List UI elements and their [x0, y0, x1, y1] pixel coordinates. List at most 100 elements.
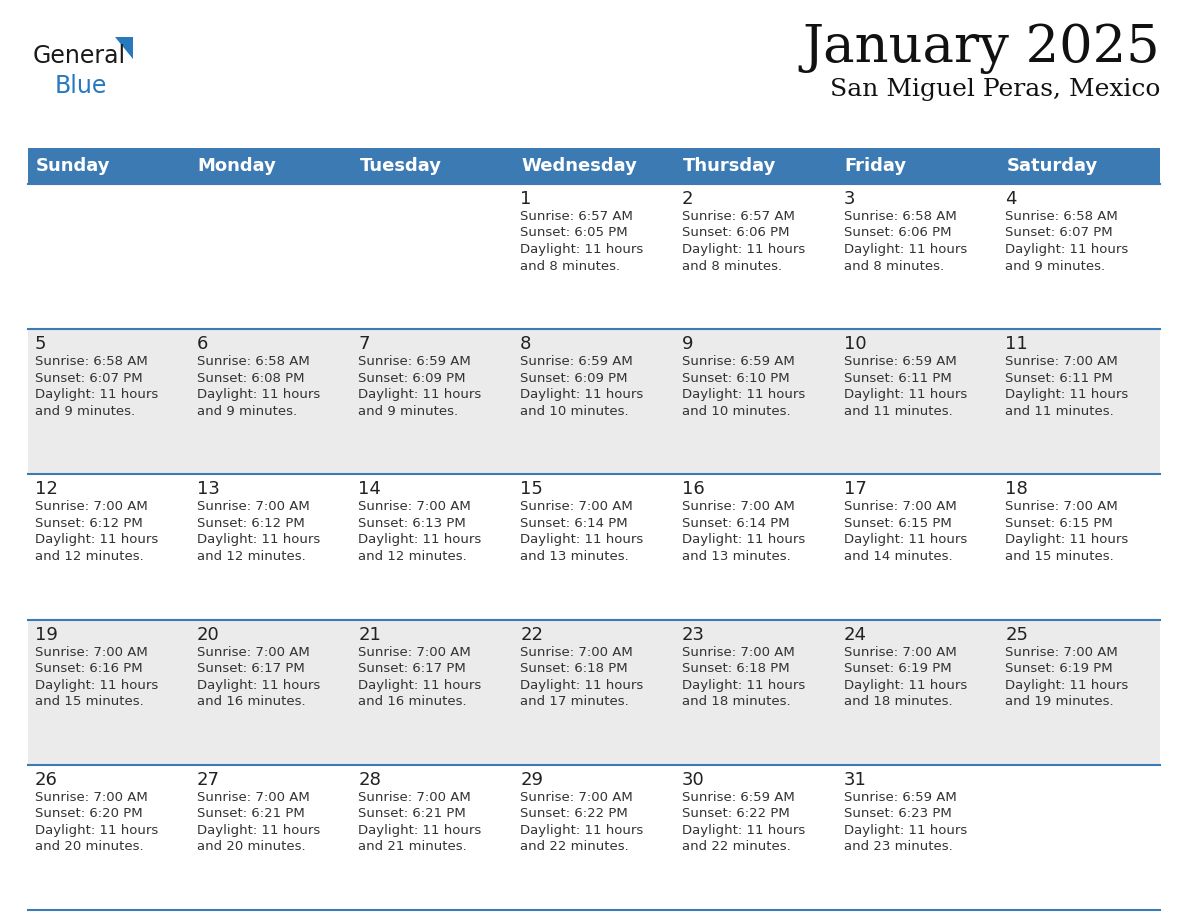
Bar [29, 620, 1159, 765]
Text: 27: 27 [197, 771, 220, 789]
Text: Sunset: 6:21 PM: Sunset: 6:21 PM [359, 807, 466, 821]
Text: Daylight: 11 hours: Daylight: 11 hours [359, 388, 481, 401]
Text: and 22 minutes.: and 22 minutes. [682, 840, 790, 854]
Text: Tuesday: Tuesday [360, 157, 442, 175]
Text: Sunrise: 6:57 AM: Sunrise: 6:57 AM [520, 210, 633, 223]
Text: Daylight: 11 hours: Daylight: 11 hours [359, 823, 481, 837]
Text: and 12 minutes.: and 12 minutes. [197, 550, 305, 563]
Text: Sunrise: 6:59 AM: Sunrise: 6:59 AM [359, 355, 472, 368]
Text: and 20 minutes.: and 20 minutes. [197, 840, 305, 854]
Text: Daylight: 11 hours: Daylight: 11 hours [843, 533, 967, 546]
Text: Blue: Blue [55, 74, 107, 98]
Text: and 13 minutes.: and 13 minutes. [682, 550, 790, 563]
Text: Daylight: 11 hours: Daylight: 11 hours [1005, 533, 1129, 546]
Text: 7: 7 [359, 335, 369, 353]
Text: Sunrise: 7:00 AM: Sunrise: 7:00 AM [843, 645, 956, 658]
Text: and 11 minutes.: and 11 minutes. [1005, 405, 1114, 418]
Text: Daylight: 11 hours: Daylight: 11 hours [682, 388, 805, 401]
Text: Daylight: 11 hours: Daylight: 11 hours [197, 388, 320, 401]
Text: Sunset: 6:18 PM: Sunset: 6:18 PM [520, 662, 627, 675]
Text: Daylight: 11 hours: Daylight: 11 hours [520, 823, 644, 837]
Text: Daylight: 11 hours: Daylight: 11 hours [843, 243, 967, 256]
Text: Sunset: 6:13 PM: Sunset: 6:13 PM [359, 517, 466, 530]
Text: Daylight: 11 hours: Daylight: 11 hours [34, 533, 158, 546]
Text: and 15 minutes.: and 15 minutes. [34, 695, 144, 708]
Text: Sunrise: 6:59 AM: Sunrise: 6:59 AM [843, 355, 956, 368]
Text: 28: 28 [359, 771, 381, 789]
Bar [29, 148, 1159, 184]
Text: and 12 minutes.: and 12 minutes. [359, 550, 467, 563]
Text: and 8 minutes.: and 8 minutes. [520, 260, 620, 273]
Text: 20: 20 [197, 625, 220, 644]
Text: Daylight: 11 hours: Daylight: 11 hours [1005, 243, 1129, 256]
Text: and 22 minutes.: and 22 minutes. [520, 840, 628, 854]
Text: Sunrise: 6:59 AM: Sunrise: 6:59 AM [682, 355, 795, 368]
Text: and 14 minutes.: and 14 minutes. [843, 550, 953, 563]
Text: Sunset: 6:21 PM: Sunset: 6:21 PM [197, 807, 304, 821]
Text: Daylight: 11 hours: Daylight: 11 hours [197, 823, 320, 837]
Text: Sunrise: 7:00 AM: Sunrise: 7:00 AM [359, 500, 472, 513]
Text: Sunrise: 7:00 AM: Sunrise: 7:00 AM [520, 500, 633, 513]
Bar [29, 765, 1159, 910]
Text: 24: 24 [843, 625, 866, 644]
Text: Sunset: 6:14 PM: Sunset: 6:14 PM [520, 517, 627, 530]
Text: and 13 minutes.: and 13 minutes. [520, 550, 628, 563]
Text: and 10 minutes.: and 10 minutes. [520, 405, 628, 418]
Text: and 20 minutes.: and 20 minutes. [34, 840, 144, 854]
Text: Sunset: 6:16 PM: Sunset: 6:16 PM [34, 662, 143, 675]
Text: Daylight: 11 hours: Daylight: 11 hours [34, 823, 158, 837]
Text: 22: 22 [520, 625, 543, 644]
Text: Sunrise: 7:00 AM: Sunrise: 7:00 AM [34, 645, 147, 658]
Text: and 17 minutes.: and 17 minutes. [520, 695, 628, 708]
Text: and 12 minutes.: and 12 minutes. [34, 550, 144, 563]
Text: Sunset: 6:17 PM: Sunset: 6:17 PM [197, 662, 304, 675]
Text: Sunrise: 6:58 AM: Sunrise: 6:58 AM [197, 355, 309, 368]
Text: Sunset: 6:22 PM: Sunset: 6:22 PM [682, 807, 790, 821]
Text: San Miguel Peras, Mexico: San Miguel Peras, Mexico [829, 78, 1159, 101]
Text: and 8 minutes.: and 8 minutes. [682, 260, 782, 273]
Text: Sunrise: 6:58 AM: Sunrise: 6:58 AM [1005, 210, 1118, 223]
Text: 29: 29 [520, 771, 543, 789]
Text: and 9 minutes.: and 9 minutes. [1005, 260, 1105, 273]
Text: 11: 11 [1005, 335, 1028, 353]
Text: and 18 minutes.: and 18 minutes. [682, 695, 790, 708]
Text: Sunset: 6:06 PM: Sunset: 6:06 PM [843, 227, 952, 240]
Text: and 16 minutes.: and 16 minutes. [197, 695, 305, 708]
Text: Sunset: 6:09 PM: Sunset: 6:09 PM [359, 372, 466, 385]
Text: Sunrise: 7:00 AM: Sunrise: 7:00 AM [843, 500, 956, 513]
Text: and 18 minutes.: and 18 minutes. [843, 695, 953, 708]
Text: and 8 minutes.: and 8 minutes. [843, 260, 943, 273]
Text: Sunset: 6:23 PM: Sunset: 6:23 PM [843, 807, 952, 821]
Text: Sunset: 6:08 PM: Sunset: 6:08 PM [197, 372, 304, 385]
Text: Sunset: 6:19 PM: Sunset: 6:19 PM [1005, 662, 1113, 675]
Text: 15: 15 [520, 480, 543, 498]
Text: Sunset: 6:09 PM: Sunset: 6:09 PM [520, 372, 627, 385]
Text: and 10 minutes.: and 10 minutes. [682, 405, 790, 418]
Text: and 23 minutes.: and 23 minutes. [843, 840, 953, 854]
Text: Sunday: Sunday [36, 157, 110, 175]
Text: Daylight: 11 hours: Daylight: 11 hours [682, 823, 805, 837]
Text: and 21 minutes.: and 21 minutes. [359, 840, 467, 854]
Text: 17: 17 [843, 480, 866, 498]
Text: Daylight: 11 hours: Daylight: 11 hours [34, 388, 158, 401]
Text: Monday: Monday [197, 157, 277, 175]
Text: 8: 8 [520, 335, 531, 353]
Polygon shape [115, 37, 133, 59]
Text: 19: 19 [34, 625, 58, 644]
Text: 9: 9 [682, 335, 694, 353]
Text: 18: 18 [1005, 480, 1028, 498]
Text: Sunrise: 7:00 AM: Sunrise: 7:00 AM [197, 790, 309, 804]
Text: Daylight: 11 hours: Daylight: 11 hours [359, 533, 481, 546]
Text: Friday: Friday [845, 157, 906, 175]
Text: 2: 2 [682, 190, 694, 208]
Text: 14: 14 [359, 480, 381, 498]
Text: 10: 10 [843, 335, 866, 353]
Text: Sunset: 6:07 PM: Sunset: 6:07 PM [34, 372, 143, 385]
Text: Sunset: 6:17 PM: Sunset: 6:17 PM [359, 662, 466, 675]
Text: Sunset: 6:15 PM: Sunset: 6:15 PM [843, 517, 952, 530]
Text: 21: 21 [359, 625, 381, 644]
Text: 1: 1 [520, 190, 531, 208]
Text: Sunrise: 7:00 AM: Sunrise: 7:00 AM [682, 645, 795, 658]
Text: 26: 26 [34, 771, 58, 789]
Text: 6: 6 [197, 335, 208, 353]
